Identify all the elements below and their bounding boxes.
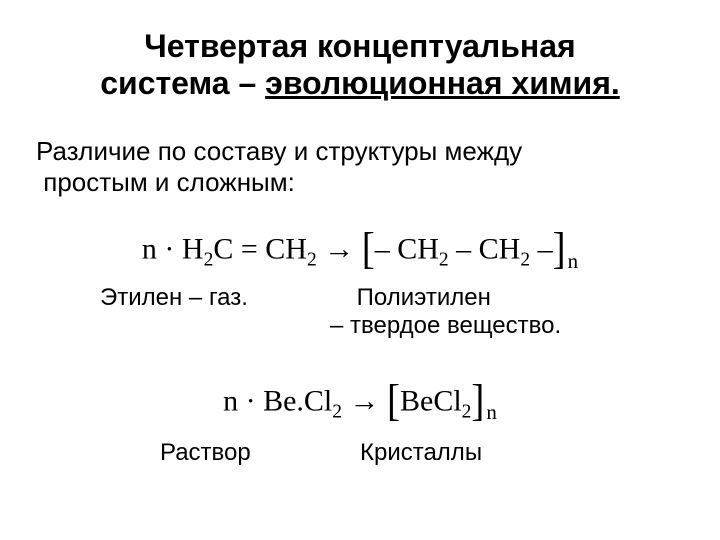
eq1-bracket-close: ] — [553, 223, 566, 275]
slide: Четвертая концептуальная система – эволю… — [0, 0, 720, 540]
labels-row-2: Раствор Кристаллы — [30, 439, 690, 467]
eq1-seg-tail: – — [530, 232, 553, 265]
eq2-n: n — [223, 384, 238, 417]
title-line-1: Четвертая концептуальная — [144, 28, 575, 64]
eq2-arrow: → — [342, 384, 387, 417]
eq1-bracket-open: [ — [362, 223, 375, 275]
eq1-outer-sub: n — [566, 249, 579, 273]
equation-2-block: n · Be.Cl2 → [BeCl2]n — [30, 378, 690, 426]
eq2-be-sub: 2 — [332, 401, 342, 422]
label-ethylene: Этилен – газ. — [100, 284, 330, 340]
eq1-n: n — [142, 232, 157, 265]
labels-row-1: Этилен – газ. Полиэтилен – твердое вещес… — [30, 284, 690, 340]
eq2-prod: BeCl — [400, 384, 462, 417]
label-poly-line2: – твердое вещество. — [330, 312, 561, 339]
equation-1: n · H2C = CH2 → [– CH2 – CH2 –]n — [142, 226, 578, 274]
title-line-2-underline: эволюционная химия. — [265, 65, 620, 101]
equation-2: n · Be.Cl2 → [BeCl2]n — [223, 378, 497, 426]
eq1-seg2-sub: 2 — [520, 249, 530, 270]
intro-text: Различие по составу и структуры между пр… — [30, 136, 690, 198]
eq1-c-eq: C = CH — [213, 232, 307, 265]
label-poly-line1: Полиэтилен — [357, 284, 491, 311]
eq1-dot: · — [157, 232, 182, 265]
eq1-arrow: → — [317, 232, 362, 265]
intro-line-1: Различие по составу и структуры между — [36, 136, 522, 166]
eq2-bracket-open: [ — [387, 374, 400, 426]
eq1-c-sub: 2 — [307, 249, 317, 270]
eq1-h: H — [182, 232, 204, 265]
eq2-be: Be.Cl — [263, 384, 332, 417]
label-polyethylene: Полиэтилен – твердое вещество. — [330, 284, 620, 340]
eq1-seg1: – CH — [375, 232, 439, 265]
equation-1-block: n · H2C = CH2 → [– CH2 – CH2 –]n — [30, 226, 690, 274]
eq2-outer-sub: n — [484, 400, 497, 424]
title-line-2-plain: система – — [100, 65, 265, 101]
eq1-seg1-sub: 2 — [439, 249, 449, 270]
eq1-seg-mid: – CH — [449, 232, 521, 265]
page-title: Четвертая концептуальная система – эволю… — [30, 28, 690, 102]
eq2-bracket-close: ] — [471, 374, 484, 426]
label-crystals: Кристаллы — [360, 439, 560, 467]
label-solution: Раствор — [160, 439, 360, 467]
eq2-dot: · — [238, 384, 263, 417]
eq2-prod-sub: 2 — [462, 401, 472, 422]
intro-line-2: простым и сложным: — [43, 167, 295, 197]
eq1-h-sub: 2 — [204, 249, 214, 270]
